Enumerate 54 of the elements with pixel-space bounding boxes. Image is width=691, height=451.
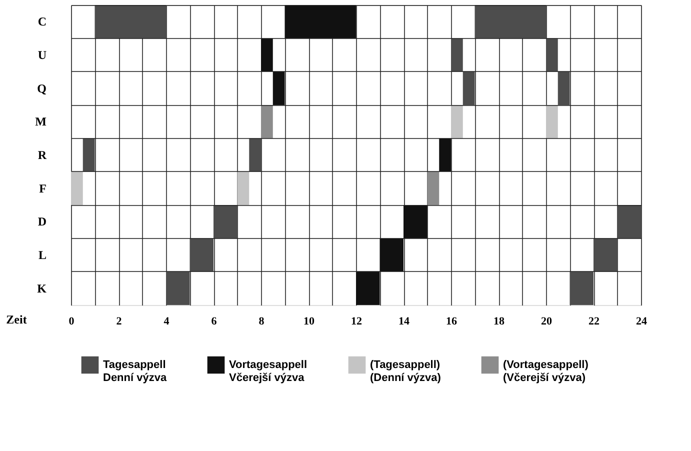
x-tick-label: 18 — [494, 316, 505, 328]
y-tick-label: L — [38, 248, 46, 262]
bar — [214, 205, 238, 238]
bar — [356, 272, 380, 305]
bar — [94, 5, 166, 38]
bar — [474, 5, 546, 38]
bar — [404, 205, 428, 238]
bar — [272, 72, 285, 105]
bar — [261, 105, 273, 138]
bar — [166, 272, 190, 305]
legend-label: Vortagesappell Včerejší výzva — [229, 359, 308, 384]
bar — [427, 172, 440, 205]
x-tick-label: 8 — [258, 316, 265, 328]
x-tick-label: 16 — [446, 316, 458, 328]
x-tick-label: 22 — [588, 316, 600, 328]
bar — [451, 38, 463, 72]
bar — [284, 5, 356, 38]
x-tick-label: 2 — [116, 316, 122, 328]
bar — [617, 205, 641, 238]
y-tick-label: K — [37, 281, 48, 296]
bar — [249, 138, 261, 172]
x-tick-label: 10 — [304, 316, 315, 328]
bar — [451, 105, 463, 138]
legend-label: Tagesappell Denní výzva — [103, 359, 168, 384]
x-tick-label: 14 — [398, 316, 410, 328]
bar — [380, 238, 404, 272]
x-tick-label: 24 — [636, 316, 648, 328]
y-tick-label: U — [38, 48, 47, 62]
y-tick-label: F — [39, 181, 46, 196]
bar — [558, 72, 570, 105]
bar — [82, 138, 95, 172]
x-tick-label: 4 — [164, 316, 170, 328]
bar — [71, 172, 83, 205]
bar — [546, 38, 558, 72]
x-tick-label: 20 — [541, 316, 552, 328]
y-tick-label: Q — [37, 81, 46, 96]
bar — [237, 172, 250, 205]
x-tick-label: 12 — [351, 316, 362, 328]
x-tick-label: 6 — [211, 316, 218, 328]
bar — [462, 72, 475, 105]
y-tick-label: D — [38, 214, 47, 229]
bar — [190, 238, 214, 272]
y-tick-label: R — [38, 148, 47, 162]
x-tick-label: 0 — [68, 316, 75, 328]
bar — [570, 272, 594, 305]
y-tick-label: M — [35, 114, 46, 129]
legend-label: (Vortagesappell) (Včerejší výzva) — [503, 359, 589, 384]
x-axis-title: Zeit — [6, 312, 27, 326]
bar — [594, 238, 618, 272]
bar — [546, 105, 558, 138]
bar — [439, 138, 451, 172]
y-tick-label: C — [38, 14, 46, 29]
bar — [261, 38, 273, 72]
legend-label: (Tagesappell) (Denní výzva) — [370, 359, 442, 384]
